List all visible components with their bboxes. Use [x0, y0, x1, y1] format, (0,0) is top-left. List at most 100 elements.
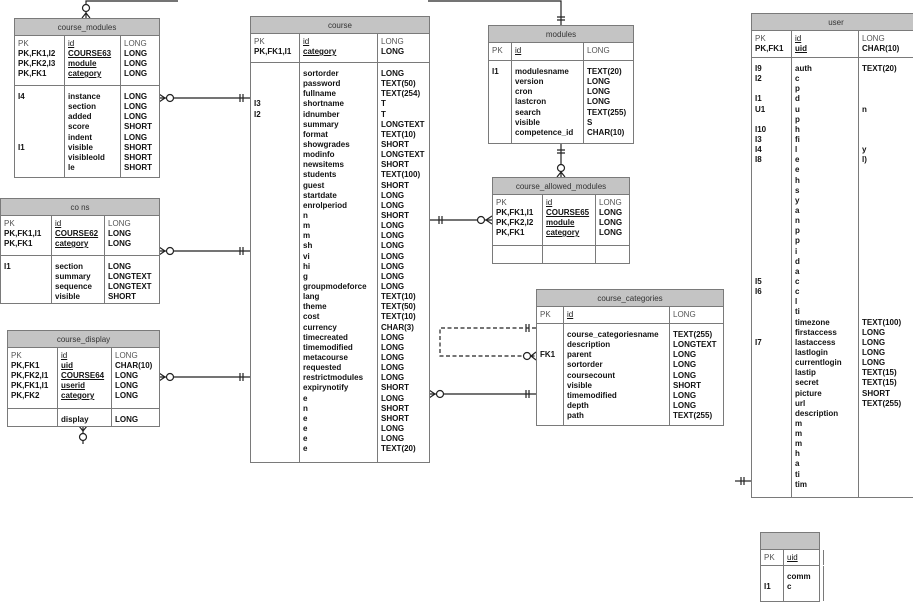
field-type: LONG	[124, 49, 148, 58]
field-key	[254, 231, 299, 241]
field-type	[862, 84, 913, 94]
table-course-categories[interactable]: course_categories PK id LONG FK1 course_categ…	[536, 289, 724, 426]
field-type: LONG	[673, 350, 697, 360]
field-type	[862, 74, 913, 84]
zero-many-icon	[435, 389, 445, 399]
field-name: e	[303, 413, 308, 423]
field-name: d	[795, 256, 800, 266]
field-key	[254, 79, 299, 89]
field-key	[492, 108, 511, 118]
field-type: SHORT	[124, 162, 152, 172]
field-type: LONGTEXT	[381, 150, 425, 160]
table-user-extra[interactable]: PK uid I1 comm c	[760, 532, 824, 602]
field-type	[862, 459, 913, 469]
column-name: id COURSE63 module category	[64, 36, 120, 85]
field-key	[254, 353, 299, 363]
field-key	[254, 150, 299, 160]
one-one-icon	[557, 149, 565, 154]
field-type: LONG	[381, 434, 405, 444]
field-key: I1	[4, 262, 11, 271]
field-key	[540, 391, 563, 401]
table-course-display[interactable]: course_display PK PK,FK1 PK,FK2,I1 PK,FK1,I1…	[7, 330, 160, 427]
field-name: category	[303, 47, 337, 56]
field-key	[755, 348, 791, 358]
field-type: LONG	[381, 47, 405, 56]
field-type: LONG	[673, 310, 696, 319]
column-name: id	[511, 43, 583, 60]
crow-foot-icon	[530, 351, 537, 361]
crow-foot-icon	[158, 93, 167, 103]
one-one-icon	[557, 16, 565, 21]
field-key	[254, 130, 299, 140]
table-user[interactable]: user PK PK,FK1 id uid LONG CHAR(10) I9 I2 I1 U1 I10…	[751, 13, 913, 498]
field-key: I2	[254, 109, 261, 119]
field-type	[862, 115, 913, 125]
field-type: LONGTEXT	[381, 119, 425, 129]
table-course[interactable]: course PK PK,FK1,I1 id category LONG LONG I3 I2 s…	[250, 16, 430, 463]
field-type: LONG	[599, 208, 623, 217]
column-name	[542, 246, 595, 263]
field-type: TEXT(20)	[587, 67, 622, 76]
field-name: modinfo	[303, 150, 335, 160]
field-name: COURSE64	[61, 371, 105, 380]
column-name: display	[57, 409, 111, 426]
column-name: instance section added score indent visible vi…	[64, 86, 120, 177]
table-course-sections[interactable]: co ns PK PK,FK1,I1 PK,FK1 id COURSE62 category…	[0, 198, 160, 304]
primary-key-section: PK id LONG	[489, 43, 633, 61]
field-type: LONGTEXT	[108, 272, 152, 282]
field-key	[755, 196, 791, 206]
field-key	[254, 394, 299, 404]
zero-many-icon	[165, 246, 175, 256]
field-type: LONG	[381, 251, 405, 261]
field-type: LONG	[381, 342, 405, 352]
field-key	[254, 292, 299, 302]
field-type: LONG	[115, 371, 139, 380]
field-name: userid	[61, 381, 86, 390]
field-name: fi	[795, 134, 800, 144]
field-name: m	[303, 221, 311, 231]
field-type: TEXT(255)	[862, 398, 902, 408]
field-name: tim	[795, 479, 807, 489]
field-name: description	[567, 340, 611, 350]
field-key	[755, 399, 791, 409]
field-name: restrictmodules	[303, 373, 364, 383]
field-key	[755, 216, 791, 226]
crow-foot-icon	[158, 372, 167, 382]
field-type: LONG	[599, 218, 623, 227]
table-modules[interactable]: modules PK id LONG I1 modulesname version cron l…	[488, 25, 634, 144]
column-type: LONG	[583, 43, 635, 60]
field-type: LONG	[381, 221, 405, 231]
primary-key-section: PK PK,FK1,I1 PK,FK1 id COURSE62 category LONG L…	[1, 216, 159, 256]
field-name: module	[68, 59, 97, 68]
field-name: fullname	[303, 89, 336, 99]
field-type: LONG	[124, 112, 148, 122]
field-type: LONG	[673, 360, 697, 370]
field-name: n	[303, 403, 308, 413]
field-name: instance	[68, 92, 101, 101]
crow-foot-icon	[158, 246, 167, 256]
one-one-icon	[438, 216, 443, 224]
table-course-modules[interactable]: course_modules PK PK,FK1,I2 PK,FK2,I3 PK,FK1…	[14, 18, 160, 178]
field-key	[254, 221, 299, 231]
field-name: visible	[567, 380, 592, 390]
field-type: LONG	[599, 228, 623, 237]
field-name: m	[795, 439, 803, 449]
field-name: currency	[303, 322, 337, 332]
field-name: l	[795, 297, 798, 307]
field-name: a	[795, 266, 800, 276]
field-key: PK,FK1,I1	[11, 381, 49, 390]
field-key: PK	[540, 310, 551, 319]
field-type: LONG	[381, 190, 405, 200]
field-key: I1	[18, 142, 25, 152]
field-key	[755, 449, 791, 459]
table-course-allowed-modules[interactable]: course_allowed_modules PK PK,FK1,I1 PK,FK2,…	[492, 177, 630, 264]
zero-many-icon	[165, 93, 175, 103]
field-type: SHORT	[381, 210, 409, 220]
field-name: competence_id	[515, 127, 574, 137]
table-title: course_allowed_modules	[493, 178, 629, 195]
column-key: I1	[761, 566, 783, 601]
field-key	[755, 368, 791, 378]
field-key: FK1	[540, 350, 556, 360]
field-type: TEXT(50)	[381, 79, 416, 89]
